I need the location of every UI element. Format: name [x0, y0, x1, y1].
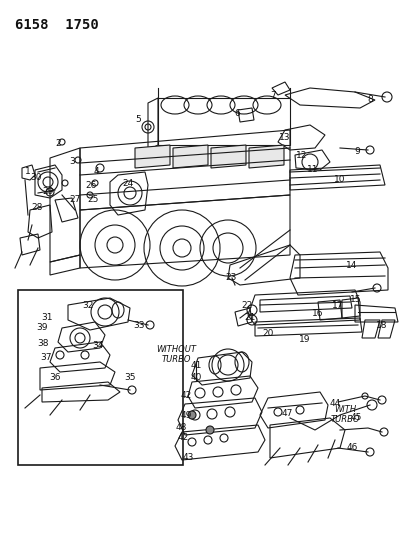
Text: 30: 30 — [30, 173, 42, 182]
Text: 23: 23 — [225, 273, 236, 282]
Circle shape — [188, 411, 196, 419]
Text: 24: 24 — [122, 179, 133, 188]
Text: 7: 7 — [270, 92, 275, 101]
Text: 42: 42 — [177, 432, 188, 441]
Text: 8: 8 — [366, 95, 372, 104]
Text: 22: 22 — [241, 301, 252, 310]
Text: 14: 14 — [346, 261, 357, 270]
Text: 38: 38 — [37, 338, 49, 348]
Text: 13: 13 — [279, 133, 290, 142]
Text: 18: 18 — [375, 321, 387, 330]
Text: 9: 9 — [353, 148, 359, 157]
Text: 46: 46 — [346, 442, 357, 451]
Text: 47: 47 — [281, 408, 292, 417]
Text: 2: 2 — [55, 139, 61, 148]
Polygon shape — [135, 145, 170, 168]
Text: WITH
TURBO: WITH TURBO — [329, 405, 359, 424]
Text: 29: 29 — [42, 188, 54, 197]
Text: 44: 44 — [328, 399, 340, 408]
Text: 6: 6 — [234, 109, 239, 117]
Text: 21: 21 — [244, 312, 255, 321]
Text: 37: 37 — [40, 353, 52, 362]
Text: 32: 32 — [82, 301, 94, 310]
Polygon shape — [248, 145, 283, 168]
Text: 16: 16 — [312, 309, 323, 318]
Text: WITHOUT
TURBO: WITHOUT TURBO — [155, 345, 196, 365]
Text: 31: 31 — [41, 313, 53, 322]
Text: 48: 48 — [175, 424, 186, 432]
Text: 33: 33 — [133, 320, 144, 329]
Polygon shape — [211, 145, 245, 168]
Text: 35: 35 — [124, 374, 135, 383]
Text: 3: 3 — [69, 157, 75, 166]
Text: 15: 15 — [349, 295, 361, 304]
Text: 12: 12 — [296, 151, 307, 160]
Text: 34: 34 — [92, 341, 103, 350]
Text: 6158  1750: 6158 1750 — [15, 18, 99, 32]
Text: 10: 10 — [333, 175, 345, 184]
Text: 45: 45 — [349, 414, 361, 423]
Text: 17: 17 — [331, 302, 343, 311]
Text: 25: 25 — [87, 196, 99, 205]
Polygon shape — [173, 145, 207, 168]
Text: 40: 40 — [190, 374, 201, 383]
Text: 1: 1 — [25, 167, 31, 176]
Text: 36: 36 — [49, 374, 61, 383]
Text: 49: 49 — [180, 410, 191, 419]
Text: 43: 43 — [182, 454, 193, 463]
Text: 5: 5 — [135, 116, 141, 125]
Text: 41: 41 — [190, 361, 201, 370]
Text: 42: 42 — [180, 391, 191, 400]
Text: 26: 26 — [85, 181, 97, 190]
Text: 28: 28 — [31, 204, 43, 213]
Text: 11: 11 — [306, 166, 318, 174]
Circle shape — [205, 426, 213, 434]
Text: 39: 39 — [36, 324, 47, 333]
Text: 4: 4 — [93, 167, 99, 176]
Text: 27: 27 — [69, 196, 81, 205]
Text: 20: 20 — [262, 328, 273, 337]
Text: 19: 19 — [299, 335, 310, 344]
